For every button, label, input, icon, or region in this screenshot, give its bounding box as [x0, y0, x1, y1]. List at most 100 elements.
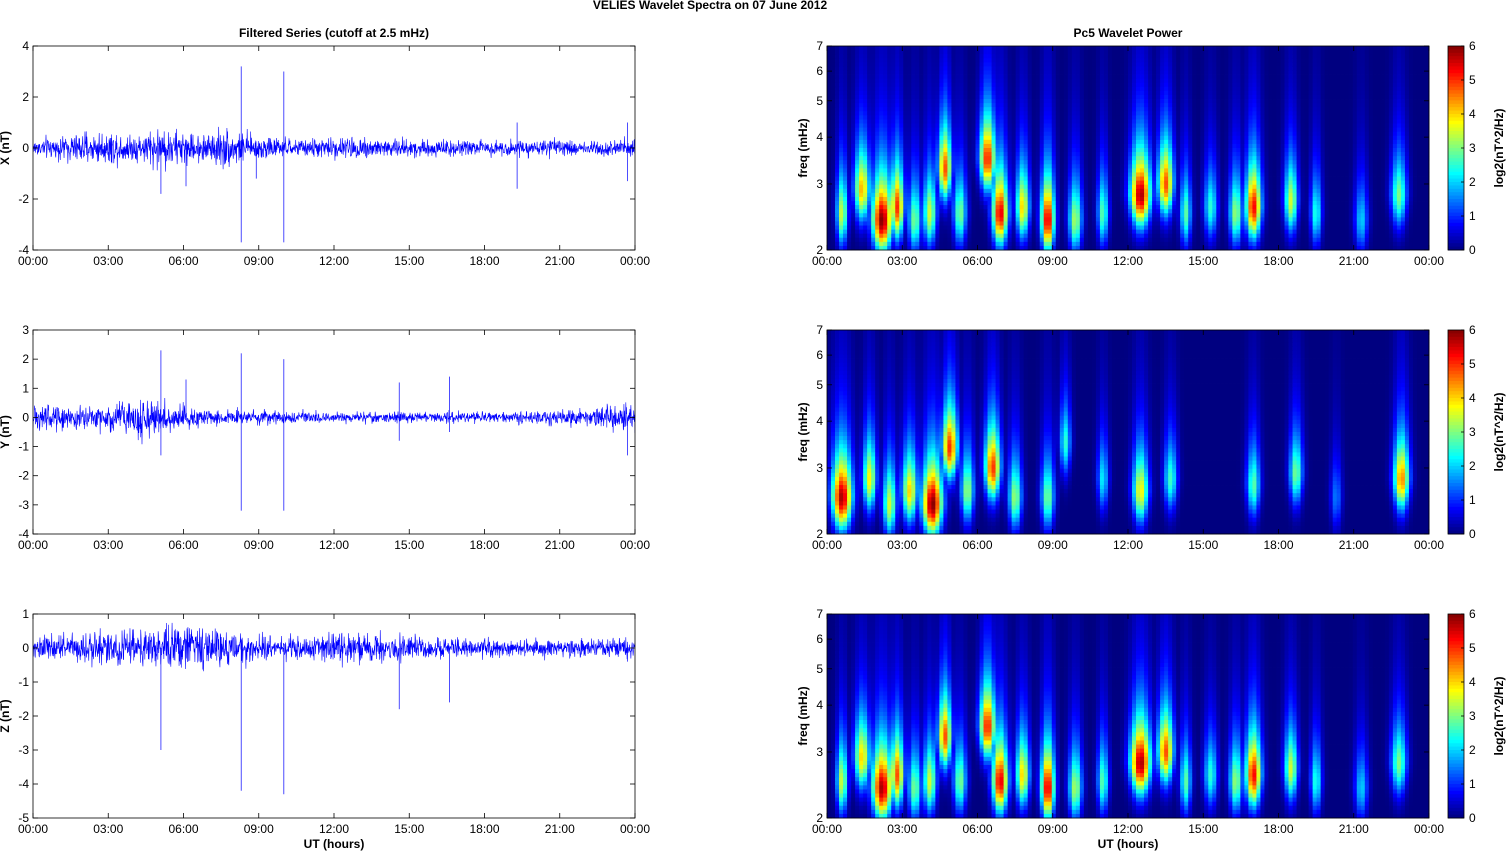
heatmap-cell	[1123, 58, 1129, 63]
heatmap-cell	[955, 99, 960, 104]
heatmap-cell	[1023, 168, 1029, 173]
heatmap-cell	[1051, 127, 1057, 133]
heatmap-cell	[1007, 103, 1013, 108]
heatmap-cell	[1023, 115, 1029, 120]
heatmap-cell	[863, 94, 868, 100]
heatmap-cell	[1400, 123, 1406, 128]
heatmap-cell	[1071, 119, 1077, 124]
heatmap-cell	[1304, 70, 1309, 75]
heatmap-cell	[915, 152, 920, 157]
heatmap-cell	[1107, 82, 1113, 88]
heatmap-cell	[939, 86, 944, 92]
heatmap-cell	[1372, 82, 1378, 88]
heatmap-cell	[1160, 143, 1165, 149]
heatmap-cell	[1136, 172, 1141, 177]
heatmap-cell	[1344, 82, 1350, 88]
heatmap-cell	[1280, 70, 1285, 75]
heatmap-cell	[1192, 164, 1197, 169]
heatmap-cell	[1344, 103, 1350, 108]
heatmap-cell	[1288, 94, 1293, 100]
heatmap-cell	[975, 107, 980, 112]
heatmap-cell	[1344, 119, 1350, 124]
heatmap-cell	[1404, 172, 1410, 177]
heatmap-cell	[1007, 90, 1013, 96]
heatmap-cell	[951, 152, 956, 157]
heatmap-cell	[1172, 152, 1177, 157]
heatmap-cell	[883, 74, 888, 80]
heatmap-cell	[1340, 82, 1346, 88]
heatmap-cell	[1300, 172, 1305, 177]
heatmap-cell	[1416, 62, 1422, 67]
heatmap-cell	[1264, 168, 1269, 173]
heatmap-cell	[1087, 148, 1093, 153]
heatmap-cell	[1023, 156, 1029, 161]
heatmap-cell	[1212, 86, 1217, 92]
heatmap-cell	[1031, 54, 1037, 59]
heatmap-cell	[1019, 66, 1025, 71]
heatmap-cell	[879, 131, 884, 137]
heatmap-cell	[1336, 115, 1342, 120]
heatmap-cell	[1276, 176, 1281, 182]
heatmap-cell	[1059, 46, 1065, 51]
heatmap-cell	[1140, 135, 1145, 141]
heatmap-cell	[903, 82, 908, 88]
heatmap-cell	[1208, 78, 1213, 84]
heatmap-cell	[1260, 62, 1265, 67]
heatmap-cell	[1220, 90, 1225, 96]
heatmap-cell	[1156, 172, 1161, 177]
heatmap-cell	[1348, 123, 1354, 128]
heatmap-cell	[1208, 119, 1213, 124]
heatmap-cell	[879, 123, 884, 128]
heatmap-cell	[935, 123, 940, 128]
heatmap-cell	[1164, 46, 1169, 51]
heatmap-cell	[1220, 152, 1225, 157]
heatmap-cell	[1128, 168, 1133, 173]
heatmap-cell	[895, 131, 900, 137]
heatmap-cell	[1256, 58, 1261, 63]
heatmap-cell	[931, 66, 936, 71]
heatmap-cell	[1292, 94, 1297, 100]
heatmap-cell	[1099, 78, 1105, 84]
heatmap-cell	[851, 168, 856, 173]
heatmap-cell	[1332, 103, 1338, 108]
heatmap-cell	[1308, 99, 1314, 104]
heatmap-cell	[1035, 70, 1041, 75]
heatmap-cell	[1372, 119, 1378, 124]
heatmap-cell	[991, 172, 996, 177]
heatmap-cell	[1160, 115, 1165, 120]
heatmap-cell	[903, 54, 908, 59]
heatmap-cell	[1404, 148, 1410, 153]
heatmap-cell	[1248, 86, 1253, 92]
heatmap-cell	[1091, 103, 1097, 108]
heatmap-cell	[1412, 94, 1418, 100]
heatmap-cell	[999, 176, 1004, 182]
heatmap-cell	[1384, 152, 1390, 157]
heatmap-cell	[1244, 86, 1249, 92]
heatmap-cell	[1252, 111, 1257, 116]
heatmap-cell	[1252, 148, 1257, 153]
heatmap-cell	[1360, 103, 1366, 108]
heatmap-cell	[883, 123, 888, 128]
heatmap-cell	[891, 70, 896, 75]
heatmap-cell	[1368, 74, 1374, 80]
heatmap-cell	[851, 58, 856, 63]
heatmap-cell	[899, 54, 904, 59]
heatmap-cell	[859, 94, 864, 100]
heatmap-cell	[859, 58, 864, 63]
heatmap-cell	[999, 172, 1004, 177]
heatmap-cell	[1188, 135, 1193, 141]
heatmap-cell	[1340, 176, 1346, 182]
heatmap-cell	[1136, 74, 1141, 80]
heatmap-cell	[1324, 50, 1330, 55]
heatmap-cell	[1107, 54, 1113, 59]
heatmap-cell	[1091, 82, 1097, 88]
heatmap-cell	[827, 127, 832, 133]
heatmap-cell	[1340, 152, 1346, 157]
heatmap-cell	[999, 115, 1004, 120]
heatmap-cell	[1144, 50, 1149, 55]
heatmap-cell	[1412, 90, 1418, 96]
heatmap-cell	[995, 50, 1000, 55]
heatmap-cell	[919, 74, 924, 80]
heatmap-cell	[975, 94, 980, 100]
heatmap-cell	[1272, 135, 1277, 141]
